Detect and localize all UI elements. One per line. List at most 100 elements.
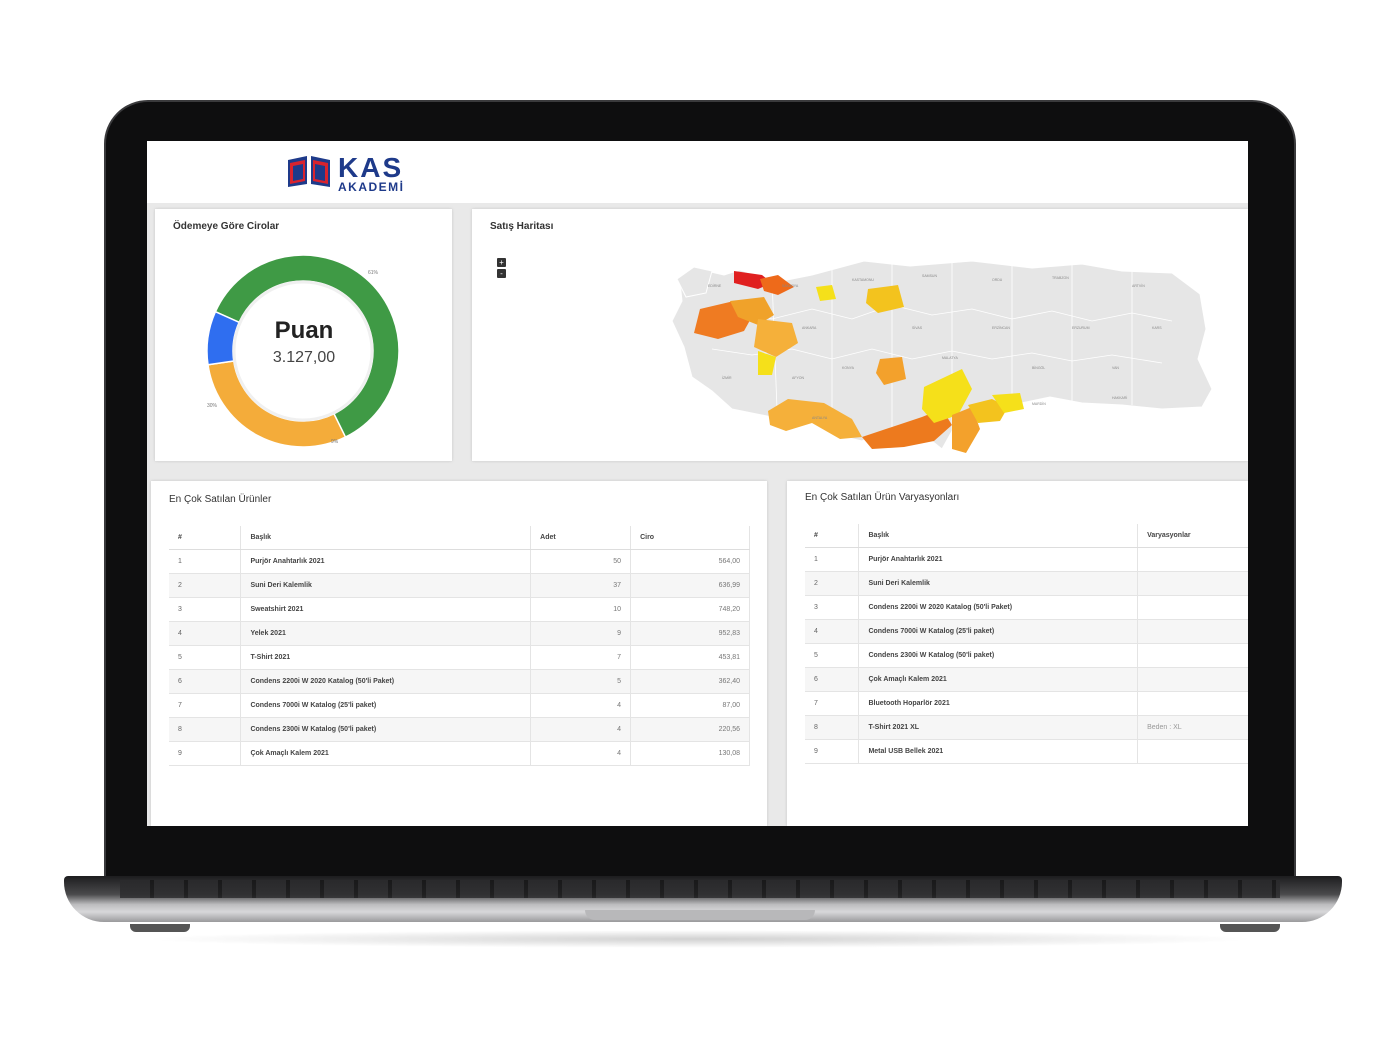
map-zoom-out-button[interactable]: - bbox=[497, 269, 506, 278]
column-header-index[interactable]: # bbox=[169, 526, 242, 550]
table-row[interactable]: 2 Suni Deri Kalemlik bbox=[805, 571, 1248, 596]
table-cell-num: 37 bbox=[530, 573, 632, 598]
brand-subtitle: AKADEMİ bbox=[338, 180, 405, 194]
revenue-by-payment-card: Ödemeye Göre Cirolar Puan 3.127,00 61% 3… bbox=[155, 209, 452, 461]
table-row[interactable]: 9 Metal USB Bellek 2021 bbox=[805, 739, 1248, 764]
table-cell-title: Condens 7000i W Katalog (25'li paket) bbox=[240, 693, 532, 718]
mediterranean-coast-region bbox=[768, 399, 862, 439]
table-row[interactable]: 7 Bluetooth Hoparlör 2021 bbox=[805, 691, 1248, 716]
table-row[interactable]: 8 T-Shirt 2021 XL Beden : XL bbox=[805, 715, 1248, 740]
table-row[interactable]: 4 Yelek 2021 9 952,83 bbox=[169, 621, 750, 646]
table-cell-idx: 7 bbox=[805, 691, 860, 716]
top-variants-rows: 1 Purjör Anahtarlık 2021 2 Suni Deri Kaleml… bbox=[805, 547, 1248, 764]
table-cell-var bbox=[1137, 667, 1248, 692]
table-cell-num: 220,56 bbox=[630, 717, 750, 742]
svg-text:AFYON: AFYON bbox=[792, 376, 805, 380]
table-cell-var bbox=[1137, 595, 1248, 620]
column-header-title[interactable]: Başlık bbox=[858, 524, 1139, 548]
svg-text:ANTALYA: ANTALYA bbox=[812, 416, 828, 420]
top-products-table: # Başlık Adet Ciro 1 Purjör Anahtarlık 20… bbox=[169, 526, 750, 766]
hatay-region bbox=[952, 407, 980, 453]
sales-map-card: Satış Haritası + - bbox=[472, 209, 1248, 461]
table-row[interactable]: 8 Condens 2300i W Katalog (50'li paket) 4 2… bbox=[169, 717, 750, 742]
bolu-region bbox=[816, 285, 836, 301]
dashboard-content: Ödemeye Göre Cirolar Puan 3.127,00 61% 3… bbox=[147, 203, 1248, 826]
donut-center-value: 3.127,00 bbox=[272, 349, 336, 366]
svg-text:ARTVİN: ARTVİN bbox=[1132, 283, 1145, 288]
table-cell-var bbox=[1137, 571, 1248, 596]
table-row[interactable]: 3 Sweatshirt 2021 10 748,20 bbox=[169, 597, 750, 622]
table-cell-num: 453,81 bbox=[630, 645, 750, 670]
svg-text:KASTAMONU: KASTAMONU bbox=[852, 278, 874, 282]
table-cell-title: Metal USB Bellek 2021 bbox=[858, 739, 1139, 764]
column-header-title[interactable]: Başlık bbox=[240, 526, 532, 550]
table-cell-num: 952,83 bbox=[630, 621, 750, 646]
table-row[interactable]: 5 T-Shirt 2021 7 453,81 bbox=[169, 645, 750, 670]
table-cell-num: 4 bbox=[530, 693, 632, 718]
table-cell-num: 87,00 bbox=[630, 693, 750, 718]
table-cell-idx: 4 bbox=[169, 621, 242, 646]
eskisehir-region bbox=[754, 319, 798, 357]
column-header-variations[interactable]: Varyasyonlar bbox=[1137, 524, 1248, 548]
brand-logo[interactable]: KAS AKADEMİ bbox=[286, 154, 405, 193]
svg-text:TRABZON: TRABZON bbox=[1052, 276, 1069, 280]
table-row[interactable]: 5 Condens 2300i W Katalog (50'li paket) bbox=[805, 643, 1248, 668]
column-header-revenue[interactable]: Ciro bbox=[630, 526, 750, 550]
laptop-screen: KAS AKADEMİ Ödemeye Göre Cirolar Puan 3.… bbox=[147, 141, 1248, 826]
table-cell-num: 10 bbox=[530, 597, 632, 622]
svg-text:SİVAS: SİVAS bbox=[912, 325, 923, 330]
svg-text:HAKKARİ: HAKKARİ bbox=[1112, 395, 1127, 400]
table-cell-num: 7 bbox=[530, 645, 632, 670]
svg-text:EDİRNE: EDİRNE bbox=[708, 283, 722, 288]
svg-text:ORDU: ORDU bbox=[992, 278, 1003, 282]
gaziantep-region bbox=[968, 399, 1008, 423]
dashboard-header: KAS AKADEMİ bbox=[147, 141, 1248, 203]
svg-text:ANKARA: ANKARA bbox=[802, 326, 817, 330]
province-labels: EDİRNE SAKARYA KASTAMONU SAMSUN ORDU TRABZON… bbox=[708, 274, 1162, 420]
table-row[interactable]: 6 Çok Amaçlı Kalem 2021 bbox=[805, 667, 1248, 692]
adana-region bbox=[862, 409, 952, 449]
map-zoom-in-button[interactable]: + bbox=[497, 258, 506, 267]
table-cell-var bbox=[1137, 739, 1248, 764]
laptop-opening-notch bbox=[585, 910, 815, 920]
table-cell-title: T-Shirt 2021 bbox=[240, 645, 532, 670]
table-row[interactable]: 1 Purjör Anahtarlık 2021 bbox=[805, 547, 1248, 572]
table-cell-var bbox=[1137, 619, 1248, 644]
table-cell-idx: 6 bbox=[169, 669, 242, 694]
table-cell-num: 748,20 bbox=[630, 597, 750, 622]
table-cell-var: Beden : XL bbox=[1137, 715, 1248, 740]
table-cell-num: 636,99 bbox=[630, 573, 750, 598]
column-header-index[interactable]: # bbox=[805, 524, 860, 548]
turkey-thrace-region bbox=[676, 266, 713, 298]
balikesir-region bbox=[730, 297, 774, 325]
table-cell-title: Çok Amaçlı Kalem 2021 bbox=[858, 667, 1139, 692]
table-cell-idx: 4 bbox=[805, 619, 860, 644]
top-products-rows: 1 Purjör Anahtarlık 2021 50 564,00 2 Suni Der… bbox=[169, 549, 750, 766]
table-row[interactable]: 6 Condens 2200i W 2020 Katalog (50'li Pak… bbox=[169, 669, 750, 694]
column-header-quantity[interactable]: Adet bbox=[530, 526, 632, 550]
table-row[interactable]: 9 Çok Amaçlı Kalem 2021 4 130,08 bbox=[169, 741, 750, 766]
turkey-sales-map[interactable]: EDİRNE SAKARYA KASTAMONU SAMSUN ORDU TRABZON… bbox=[472, 209, 1248, 461]
table-cell-var bbox=[1137, 643, 1248, 668]
table-row[interactable]: 4 Condens 7000i W Katalog (25'li paket) bbox=[805, 619, 1248, 644]
svg-text:SAMSUN: SAMSUN bbox=[922, 274, 937, 278]
table-cell-idx: 5 bbox=[805, 643, 860, 668]
donut-center-text: Puan 3.127,00 bbox=[234, 317, 374, 367]
table-cell-idx: 8 bbox=[805, 715, 860, 740]
table-cell-title: Bluetooth Hoparlör 2021 bbox=[858, 691, 1139, 716]
table-cell-idx: 8 bbox=[169, 717, 242, 742]
table-row[interactable]: 1 Purjör Anahtarlık 2021 50 564,00 bbox=[169, 549, 750, 574]
table-row[interactable]: 2 Suni Deri Kalemlik 37 636,99 bbox=[169, 573, 750, 598]
table-cell-idx: 9 bbox=[169, 741, 242, 766]
table-row[interactable]: 7 Condens 7000i W Katalog (25'li paket) 4 8… bbox=[169, 693, 750, 718]
svg-text:İZMİR: İZMİR bbox=[722, 375, 732, 380]
table-cell-idx: 5 bbox=[169, 645, 242, 670]
svg-text:KARS: KARS bbox=[1152, 326, 1162, 330]
table-cell-num: 4 bbox=[530, 741, 632, 766]
top-variants-table: # Başlık Varyasyonlar 1 Purjör Anahtarlık… bbox=[805, 524, 1248, 764]
kocaeli-region bbox=[760, 275, 794, 295]
revenue-card-title: Ödemeye Göre Cirolar bbox=[173, 221, 280, 232]
table-row[interactable]: 3 Condens 2200i W 2020 Katalog (50'li Pak… bbox=[805, 595, 1248, 620]
svg-text:VAN: VAN bbox=[1112, 366, 1119, 370]
table-cell-idx: 7 bbox=[169, 693, 242, 718]
